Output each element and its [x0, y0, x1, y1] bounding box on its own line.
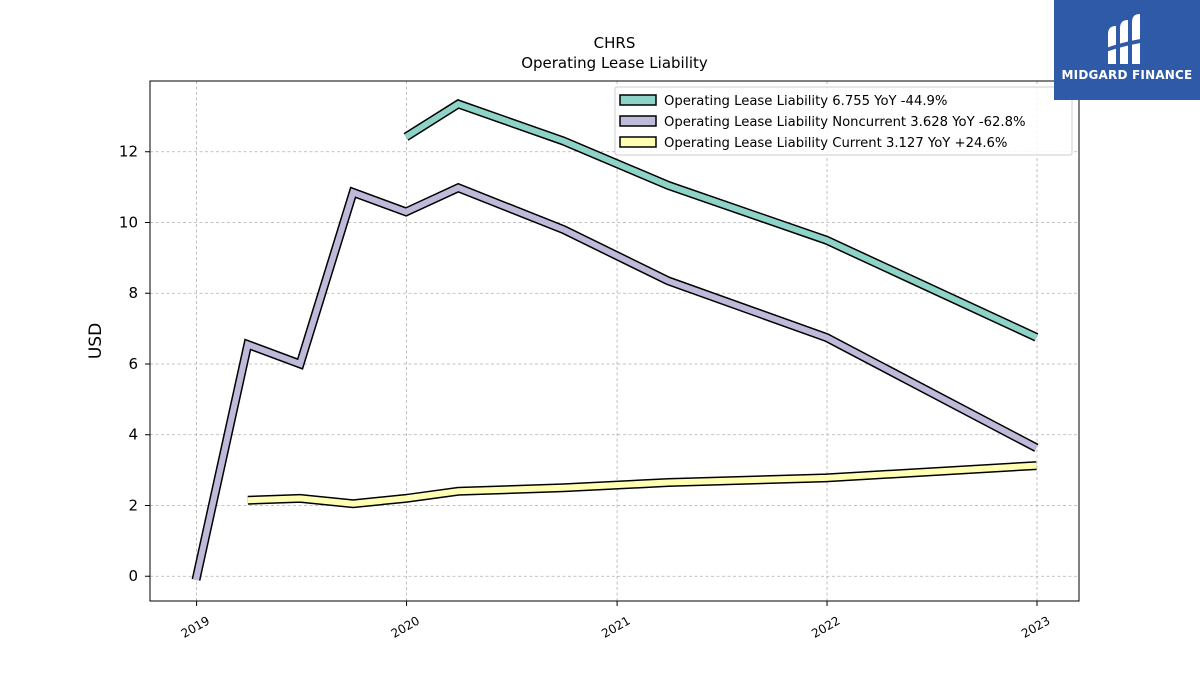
plot-area: [149, 80, 1080, 602]
brand-logo: MIDGARD FINANCE: [1054, 0, 1200, 100]
x-tick-label: 2019: [179, 613, 212, 640]
midgard-logo-icon: [1106, 14, 1146, 64]
legend-swatch: [619, 94, 657, 106]
legend: Operating Lease Liability 6.755 YoY -44.…: [614, 86, 1073, 156]
x-tick-label: 2021: [599, 613, 632, 640]
brand-name: MIDGARD FINANCE: [1061, 68, 1193, 82]
legend-label: Operating Lease Liability 6.755 YoY -44.…: [664, 94, 947, 109]
y-tick-label: 0: [128, 567, 138, 585]
series-lines: [191, 99, 1039, 581]
y-tick-label: 4: [128, 426, 138, 444]
legend-box: [614, 86, 1073, 156]
legend-swatch: [619, 136, 657, 148]
legend-label: Operating Lease Liability Noncurrent 3.6…: [664, 115, 1026, 130]
series-line: [247, 462, 1037, 507]
axis-ticks: 0 2 4 6 8 10 12 2019 2020 2021 2022 2023: [119, 143, 1053, 641]
x-tick-label: 2020: [389, 613, 422, 640]
x-tick-label: 2023: [1019, 613, 1052, 640]
series-line: [404, 100, 1038, 341]
y-tick-label: 8: [128, 284, 138, 302]
legend-swatch: [619, 115, 657, 127]
chart-subtitle: Operating Lease Liability: [521, 54, 708, 72]
chart-title: CHRS: [594, 34, 636, 52]
y-tick-label: 10: [119, 213, 138, 231]
x-tick-label: 2022: [809, 613, 842, 640]
y-tick-label: 2: [128, 496, 138, 514]
y-tick-label: 12: [119, 143, 138, 161]
y-tick-label: 6: [128, 355, 138, 373]
y-axis-label: USD: [86, 323, 106, 359]
legend-label: Operating Lease Liability Current 3.127 …: [664, 136, 1007, 151]
series-line: [193, 184, 1038, 581]
